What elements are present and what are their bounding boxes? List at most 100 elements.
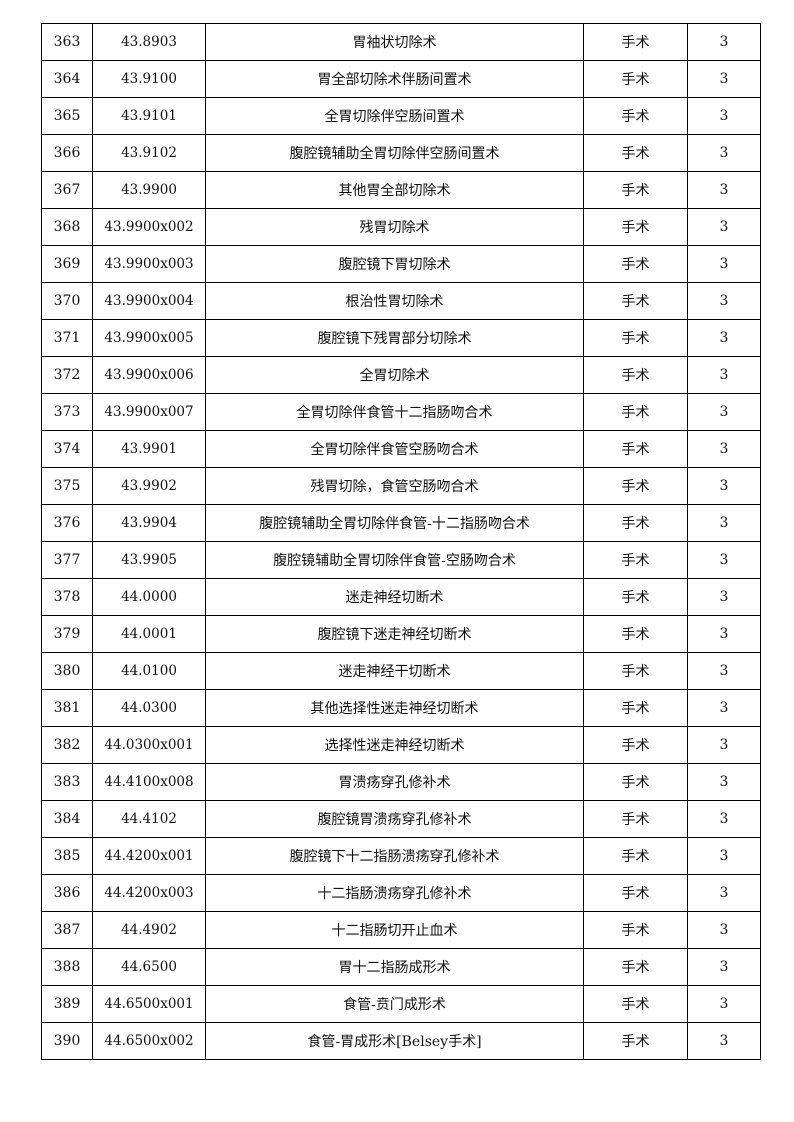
level-cell: 3 bbox=[687, 800, 761, 838]
procedure-name-cell: 腹腔镜辅助全胃切除伴食管-十二指肠吻合术 bbox=[205, 504, 584, 542]
procedure-name-cell: 其他胃全部切除术 bbox=[205, 171, 584, 209]
procedure-name-cell: 全胃切除伴空肠间置术 bbox=[205, 97, 584, 135]
procedure-code-cell: 44.0300 bbox=[92, 689, 206, 727]
table-row: 366 43.9102 腹腔镜辅助全胃切除伴空肠间置术 手术 3 bbox=[41, 134, 761, 172]
level-cell: 3 bbox=[687, 985, 761, 1023]
row-number-cell: 389 bbox=[41, 985, 93, 1023]
level-cell: 3 bbox=[687, 97, 761, 135]
procedure-name-cell: 腹腔镜辅助全胃切除伴食管-空肠吻合术 bbox=[205, 541, 584, 579]
procedure-code-cell: 43.9900x005 bbox=[92, 319, 206, 357]
level-cell: 3 bbox=[687, 208, 761, 246]
row-number-cell: 387 bbox=[41, 911, 93, 949]
table-row: 381 44.0300 其他选择性迷走神经切断术 手术 3 bbox=[41, 689, 761, 727]
procedure-code-cell: 43.9900x007 bbox=[92, 393, 206, 431]
table-row: 382 44.0300x001 选择性迷走神经切断术 手术 3 bbox=[41, 726, 761, 764]
row-number-cell: 366 bbox=[41, 134, 93, 172]
category-cell: 手术 bbox=[583, 282, 688, 320]
procedure-code-cell: 43.8903 bbox=[92, 23, 206, 61]
table-row: 379 44.0001 腹腔镜下迷走神经切断术 手术 3 bbox=[41, 615, 761, 653]
category-cell: 手术 bbox=[583, 60, 688, 98]
table-row: 378 44.0000 迷走神经切断术 手术 3 bbox=[41, 578, 761, 616]
procedure-code-cell: 44.6500x002 bbox=[92, 1022, 206, 1060]
procedure-name-cell: 残胃切除，食管空肠吻合术 bbox=[205, 467, 584, 505]
procedure-code-cell: 43.9904 bbox=[92, 504, 206, 542]
procedure-name-cell: 腹腔镜胃溃疡穿孔修补术 bbox=[205, 800, 584, 838]
procedure-code-cell: 43.9901 bbox=[92, 430, 206, 468]
level-cell: 3 bbox=[687, 356, 761, 394]
table-row: 386 44.4200x003 十二指肠溃疡穿孔修补术 手术 3 bbox=[41, 874, 761, 912]
level-cell: 3 bbox=[687, 541, 761, 579]
row-number-cell: 377 bbox=[41, 541, 93, 579]
procedure-code-cell: 44.0300x001 bbox=[92, 726, 206, 764]
procedure-name-cell: 迷走神经切断术 bbox=[205, 578, 584, 616]
category-cell: 手术 bbox=[583, 615, 688, 653]
table-row: 364 43.9100 胃全部切除术伴肠间置术 手术 3 bbox=[41, 60, 761, 98]
category-cell: 手术 bbox=[583, 171, 688, 209]
row-number-cell: 375 bbox=[41, 467, 93, 505]
row-number-cell: 374 bbox=[41, 430, 93, 468]
category-cell: 手术 bbox=[583, 430, 688, 468]
table-row: 363 43.8903 胃袖状切除术 手术 3 bbox=[41, 23, 761, 61]
table-row: 389 44.6500x001 食管-贲门成形术 手术 3 bbox=[41, 985, 761, 1023]
procedure-name-cell: 全胃切除术 bbox=[205, 356, 584, 394]
row-number-cell: 364 bbox=[41, 60, 93, 98]
row-number-cell: 388 bbox=[41, 948, 93, 986]
level-cell: 3 bbox=[687, 60, 761, 98]
level-cell: 3 bbox=[687, 652, 761, 690]
procedure-name-cell: 食管-贲门成形术 bbox=[205, 985, 584, 1023]
category-cell: 手术 bbox=[583, 800, 688, 838]
procedure-code-cell: 44.0001 bbox=[92, 615, 206, 653]
procedure-code-cell: 43.9101 bbox=[92, 97, 206, 135]
procedure-name-cell: 其他选择性迷走神经切断术 bbox=[205, 689, 584, 727]
level-cell: 3 bbox=[687, 430, 761, 468]
row-number-cell: 385 bbox=[41, 837, 93, 875]
procedure-code-cell: 44.4200x003 bbox=[92, 874, 206, 912]
level-cell: 3 bbox=[687, 319, 761, 357]
procedure-code-cell: 44.4902 bbox=[92, 911, 206, 949]
row-number-cell: 365 bbox=[41, 97, 93, 135]
procedure-code-cell: 43.9900x003 bbox=[92, 245, 206, 283]
procedure-name-cell: 腹腔镜辅助全胃切除伴空肠间置术 bbox=[205, 134, 584, 172]
category-cell: 手术 bbox=[583, 837, 688, 875]
procedure-name-cell: 全胃切除伴食管空肠吻合术 bbox=[205, 430, 584, 468]
procedure-name-cell: 腹腔镜下十二指肠溃疡穿孔修补术 bbox=[205, 837, 584, 875]
table-row: 374 43.9901 全胃切除伴食管空肠吻合术 手术 3 bbox=[41, 430, 761, 468]
category-cell: 手术 bbox=[583, 1022, 688, 1060]
row-number-cell: 363 bbox=[41, 23, 93, 61]
procedure-code-cell: 43.9900x004 bbox=[92, 282, 206, 320]
procedure-code-cell: 44.4102 bbox=[92, 800, 206, 838]
category-cell: 手术 bbox=[583, 504, 688, 542]
table-row: 369 43.9900x003 腹腔镜下胃切除术 手术 3 bbox=[41, 245, 761, 283]
procedure-code-cell: 43.9102 bbox=[92, 134, 206, 172]
level-cell: 3 bbox=[687, 837, 761, 875]
level-cell: 3 bbox=[687, 578, 761, 616]
procedure-name-cell: 食管-胃成形术[Belsey手术] bbox=[205, 1022, 584, 1060]
table-row: 380 44.0100 迷走神经干切断术 手术 3 bbox=[41, 652, 761, 690]
table-row: 384 44.4102 腹腔镜胃溃疡穿孔修补术 手术 3 bbox=[41, 800, 761, 838]
procedure-code-cell: 44.6500x001 bbox=[92, 985, 206, 1023]
row-number-cell: 369 bbox=[41, 245, 93, 283]
procedure-code-cell: 44.4100x008 bbox=[92, 763, 206, 801]
procedure-name-cell: 选择性迷走神经切断术 bbox=[205, 726, 584, 764]
category-cell: 手术 bbox=[583, 911, 688, 949]
table-row: 388 44.6500 胃十二指肠成形术 手术 3 bbox=[41, 948, 761, 986]
category-cell: 手术 bbox=[583, 948, 688, 986]
procedure-name-cell: 胃十二指肠成形术 bbox=[205, 948, 584, 986]
category-cell: 手术 bbox=[583, 985, 688, 1023]
procedure-code-cell: 44.0000 bbox=[92, 578, 206, 616]
row-number-cell: 379 bbox=[41, 615, 93, 653]
category-cell: 手术 bbox=[583, 763, 688, 801]
table-row: 390 44.6500x002 食管-胃成形术[Belsey手术] 手术 3 bbox=[41, 1022, 761, 1060]
procedure-name-cell: 胃溃疡穿孔修补术 bbox=[205, 763, 584, 801]
row-number-cell: 371 bbox=[41, 319, 93, 357]
table-row: 373 43.9900x007 全胃切除伴食管十二指肠吻合术 手术 3 bbox=[41, 393, 761, 431]
procedure-name-cell: 腹腔镜下迷走神经切断术 bbox=[205, 615, 584, 653]
level-cell: 3 bbox=[687, 689, 761, 727]
category-cell: 手术 bbox=[583, 23, 688, 61]
category-cell: 手术 bbox=[583, 874, 688, 912]
table-row: 385 44.4200x001 腹腔镜下十二指肠溃疡穿孔修补术 手术 3 bbox=[41, 837, 761, 875]
row-number-cell: 380 bbox=[41, 652, 93, 690]
category-cell: 手术 bbox=[583, 726, 688, 764]
row-number-cell: 390 bbox=[41, 1022, 93, 1060]
row-number-cell: 381 bbox=[41, 689, 93, 727]
